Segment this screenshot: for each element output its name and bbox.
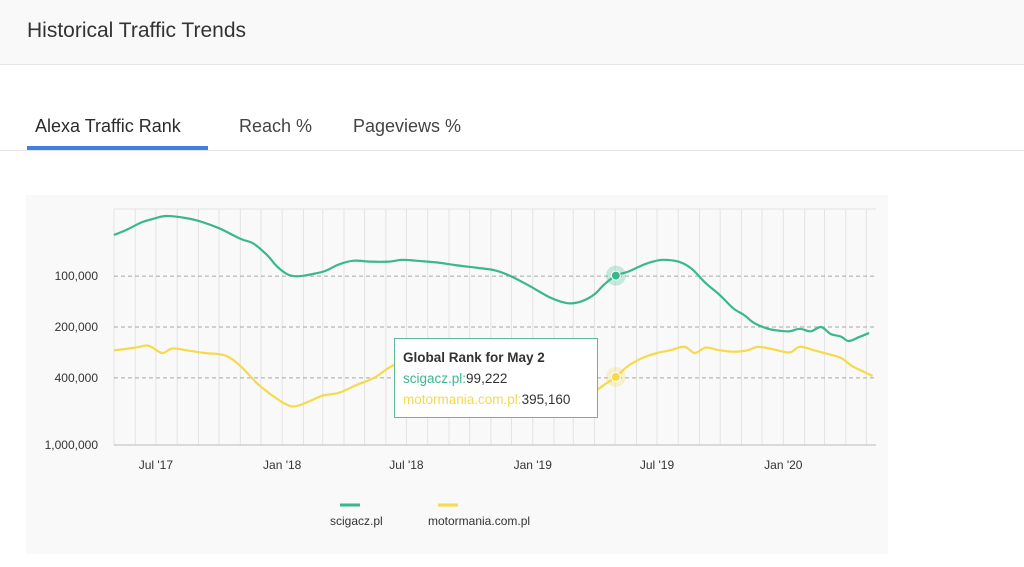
chart-panel: 100,000 200,000 400,000 1,000,000 Jul '17 Jan… — [26, 195, 888, 554]
y-tick-label: 400,000 — [55, 371, 99, 385]
tooltip-title: Global Rank for May 2 — [403, 350, 545, 365]
tab-bar: Alexa Traffic Rank Reach % Pageviews % — [0, 100, 1024, 151]
tooltip-value-1: 99,222 — [466, 371, 508, 386]
chart-series — [113, 214, 874, 408]
y-tick-label: 100,000 — [55, 269, 99, 283]
highlight-point — [610, 371, 621, 382]
tab-alexa-traffic-rank[interactable]: Alexa Traffic Rank — [35, 116, 181, 136]
x-tick-label: Jan '20 — [764, 458, 803, 472]
legend-label-scigacz: scigacz.pl — [330, 514, 383, 528]
active-tab-indicator — [27, 146, 208, 150]
tab-pageviews[interactable]: Pageviews % — [353, 116, 462, 136]
y-tick-label: 1,000,000 — [45, 438, 99, 452]
chart-axes: 100,000 200,000 400,000 1,000,000 Jul '17 Jan… — [45, 269, 803, 472]
x-tick-label: Jul '17 — [139, 458, 174, 472]
tab-reach[interactable]: Reach % — [239, 116, 313, 136]
y-tick-label: 200,000 — [55, 320, 99, 334]
x-tick-label: Jul '19 — [640, 458, 675, 472]
tooltip-site-1: scigacz.pl — [403, 371, 463, 386]
page-title: Historical Traffic Trends — [27, 19, 247, 42]
tooltip-site-2: motormania.com.pl — [403, 392, 518, 407]
tooltip-value-2: 395,160 — [521, 392, 571, 407]
chart-legend: scigacz.pl motormania.com.pl — [330, 503, 530, 528]
page-header: Historical Traffic Trends — [0, 0, 1024, 65]
highlight-point — [610, 270, 621, 281]
x-tick-label: Jul '18 — [389, 458, 424, 472]
x-tick-label: Jan '18 — [263, 458, 302, 472]
series-line-scigacz — [113, 214, 870, 343]
legend-label-motormania: motormania.com.pl — [428, 514, 530, 528]
tooltip-row-scigacz: scigacz.pl:99,222 — [403, 371, 508, 386]
x-tick-label: Jan '19 — [514, 458, 553, 472]
tooltip-row-motormania: motormania.com.pl:395,160 — [403, 392, 571, 407]
chart-tooltip: Global Rank for May 2 scigacz.pl:99,222 … — [394, 338, 598, 418]
